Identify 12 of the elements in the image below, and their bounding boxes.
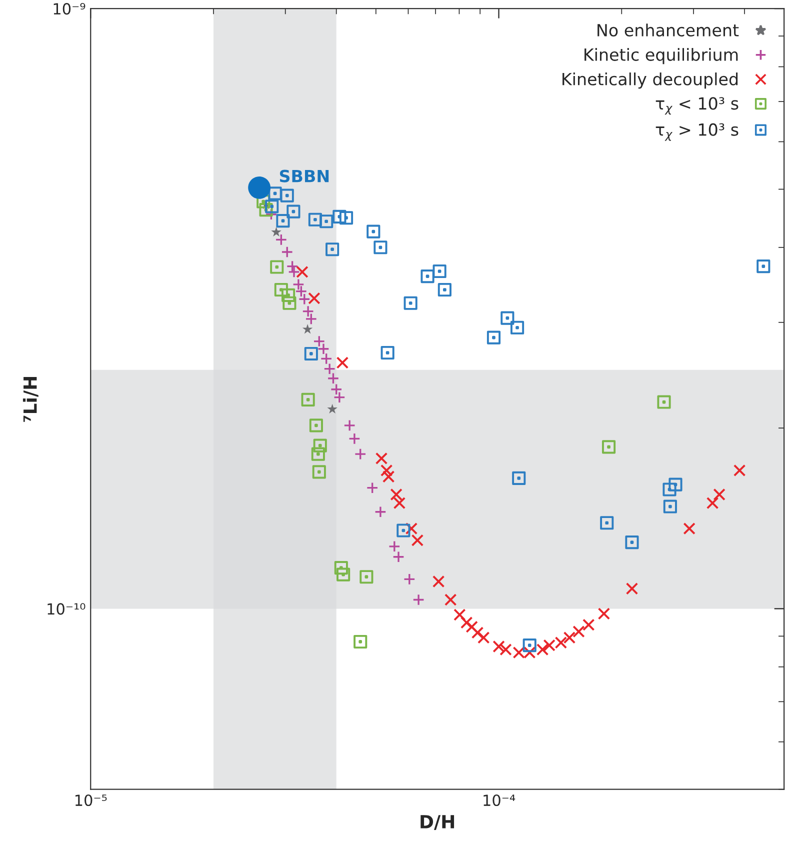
x-tick-label: 10⁻⁴ [484,794,516,806]
legend-label: τ$_{χ}$ < 10³ s [656,97,738,115]
legend-label: Kinetic equilibrium [584,48,738,64]
y-tick-label: 10⁻¹⁰ [48,603,86,615]
legend-label: No enhancement [598,24,739,36]
legend-label: Kinetically decoupled [562,72,738,89]
legend-label: τ$_{χ}$ > 10³ s [656,123,738,141]
y-axis-title: ⁷Li/H [22,376,38,422]
x-axis-title: D/H [420,815,454,830]
x-tick-label: 10⁻⁵ [75,794,107,806]
annotation: SBBN [280,170,329,182]
y-tick-label: 10⁻⁹ [54,3,86,15]
